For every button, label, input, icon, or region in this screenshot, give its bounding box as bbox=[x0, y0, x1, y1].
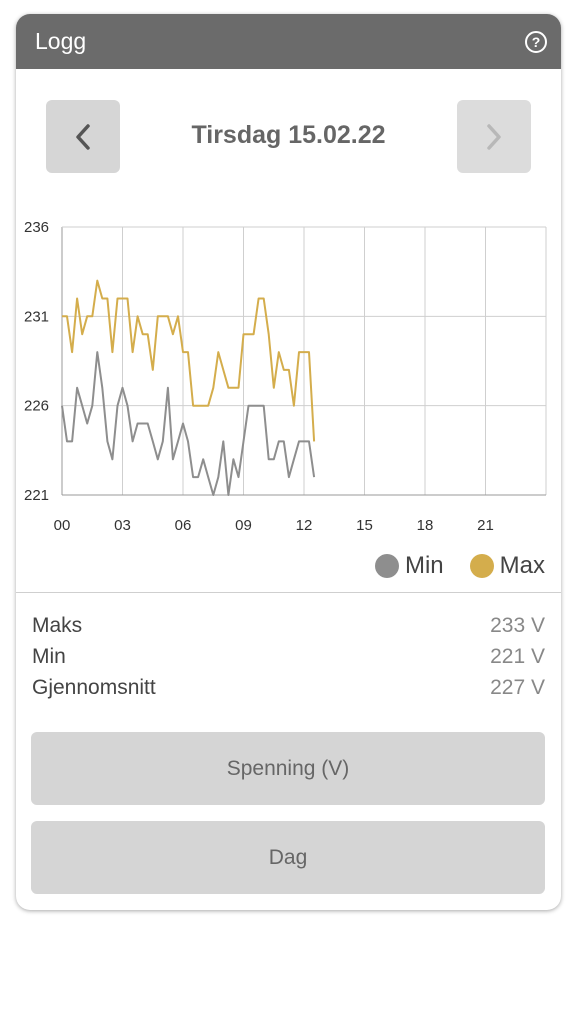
measure-select-button[interactable]: Spenning (V) bbox=[31, 732, 545, 805]
x-tick-label: 15 bbox=[356, 517, 373, 534]
series-line-min bbox=[61, 351, 316, 496]
legend-max: Max bbox=[469, 552, 545, 580]
stats-list: Maks 233 V Min 221 V Gjennomsnitt 227 V bbox=[32, 610, 545, 703]
x-tick-label: 00 bbox=[54, 517, 71, 534]
period-select-button[interactable]: Dag bbox=[31, 821, 545, 894]
stat-value: 233 V bbox=[490, 613, 545, 637]
x-tick-label: 06 bbox=[175, 517, 192, 534]
chevron-right-icon bbox=[487, 123, 501, 150]
header-bar: Logg ? bbox=[16, 14, 561, 69]
chart-legend: Min Max bbox=[349, 552, 545, 580]
stat-value: 221 V bbox=[490, 644, 545, 668]
page-title: Logg bbox=[35, 28, 87, 54]
x-tick-label: 09 bbox=[235, 517, 252, 534]
y-tick-label: 221 bbox=[24, 487, 49, 504]
series-line-max bbox=[62, 279, 316, 442]
x-tick-label: 03 bbox=[114, 517, 131, 534]
help-icon[interactable]: ? bbox=[525, 30, 547, 53]
stat-value: 227 V bbox=[490, 675, 545, 699]
legend-max-label: Max bbox=[499, 552, 545, 579]
stat-label: Gjennomsnitt bbox=[32, 675, 156, 699]
y-tick-label: 236 bbox=[24, 219, 49, 236]
y-tick-label: 231 bbox=[24, 308, 49, 325]
stat-row-max: Maks 233 V bbox=[32, 610, 545, 641]
legend-max-swatch bbox=[469, 554, 494, 578]
x-tick-label: 12 bbox=[296, 517, 313, 534]
stat-label: Maks bbox=[32, 613, 83, 637]
log-card: Logg ? Tirsdag 15.02.22 236 231 226 221 00 03… bbox=[16, 14, 561, 910]
date-label: Tirsdag 15.02.22 bbox=[191, 121, 386, 149]
x-tick-label: 18 bbox=[417, 517, 434, 534]
next-day-button[interactable] bbox=[457, 100, 531, 173]
date-navigator: Tirsdag 15.02.22 bbox=[16, 69, 561, 219]
legend-min-label: Min bbox=[404, 552, 444, 579]
legend-min: Min bbox=[374, 552, 444, 580]
stat-row-min: Min 221 V bbox=[32, 641, 545, 672]
x-tick-label: 21 bbox=[477, 517, 494, 534]
legend-min-swatch bbox=[374, 554, 399, 578]
voltage-line-chart: 236 231 226 221 00 03 06 09 12 15 18 21 bbox=[24, 219, 547, 534]
stat-row-average: Gjennomsnitt 227 V bbox=[32, 672, 545, 703]
divider bbox=[16, 592, 561, 593]
chevron-left-icon bbox=[76, 123, 90, 150]
previous-day-button[interactable] bbox=[46, 100, 120, 173]
stat-label: Min bbox=[32, 644, 66, 668]
y-tick-label: 226 bbox=[24, 398, 49, 415]
